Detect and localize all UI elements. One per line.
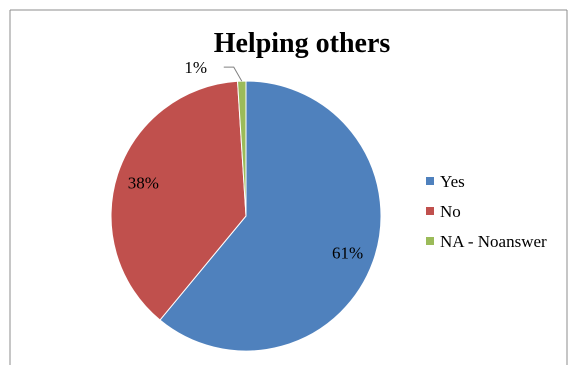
legend-label-na-noanswer: NA - Noanswer: [440, 232, 547, 251]
data-label-na-noanswer: 1%: [184, 58, 207, 77]
legend-label-no: No: [440, 202, 461, 221]
leader-line-na-noanswer: [223, 66, 243, 82]
legend: Yes No NA - Noanswer: [426, 172, 547, 251]
pie-data-labels: 61% 38% 1%: [128, 58, 364, 263]
legend-item-yes: Yes: [426, 172, 465, 191]
pie-slice-no: [110, 80, 247, 321]
legend-swatch-no: [426, 207, 434, 215]
legend-item-na-noanswer: NA - Noanswer: [426, 232, 547, 251]
data-label-no: 38%: [128, 174, 159, 193]
legend-label-yes: Yes: [440, 172, 465, 191]
legend-swatch-yes: [426, 177, 434, 185]
pie-slices: [110, 80, 382, 352]
chart-title: Helping others: [214, 28, 391, 59]
legend-swatch-na-noanswer: [426, 237, 434, 245]
data-label-yes: 61%: [332, 244, 363, 263]
legend-item-no: No: [426, 202, 461, 221]
pie-slice-yes: [159, 80, 382, 352]
